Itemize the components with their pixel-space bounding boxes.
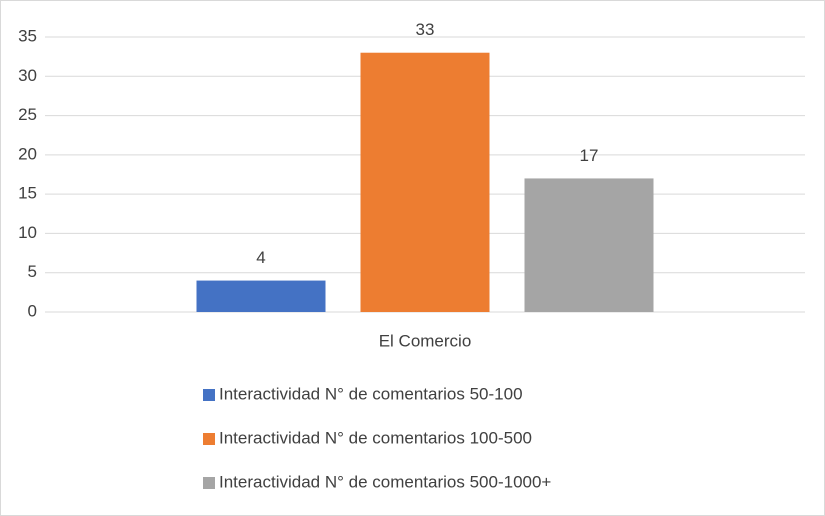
x-tick-label: El Comercio [379,331,472,350]
legend-label: Interactividad N° de comentarios 100-500 [219,428,532,447]
legend-label: Interactividad N° de comentarios 50-100 [219,384,523,403]
data-label: 4 [256,248,265,267]
y-tick-label: 0 [28,301,37,320]
y-tick-label: 5 [28,262,37,281]
y-tick-label: 10 [18,223,37,242]
data-label: 17 [580,146,599,165]
legend-swatch [203,433,215,445]
y-tick-label: 30 [18,66,37,85]
y-tick-label: 25 [18,105,37,124]
bar [196,280,326,312]
legend-swatch [203,477,215,489]
legend-swatch [203,389,215,401]
y-tick-label: 15 [18,184,37,203]
legend-label: Interactividad N° de comentarios 500-100… [219,472,551,491]
y-tick-label: 35 [18,26,37,45]
y-tick-label: 20 [18,144,37,163]
bar [524,178,654,312]
bar [360,52,490,312]
data-label: 33 [416,20,435,39]
